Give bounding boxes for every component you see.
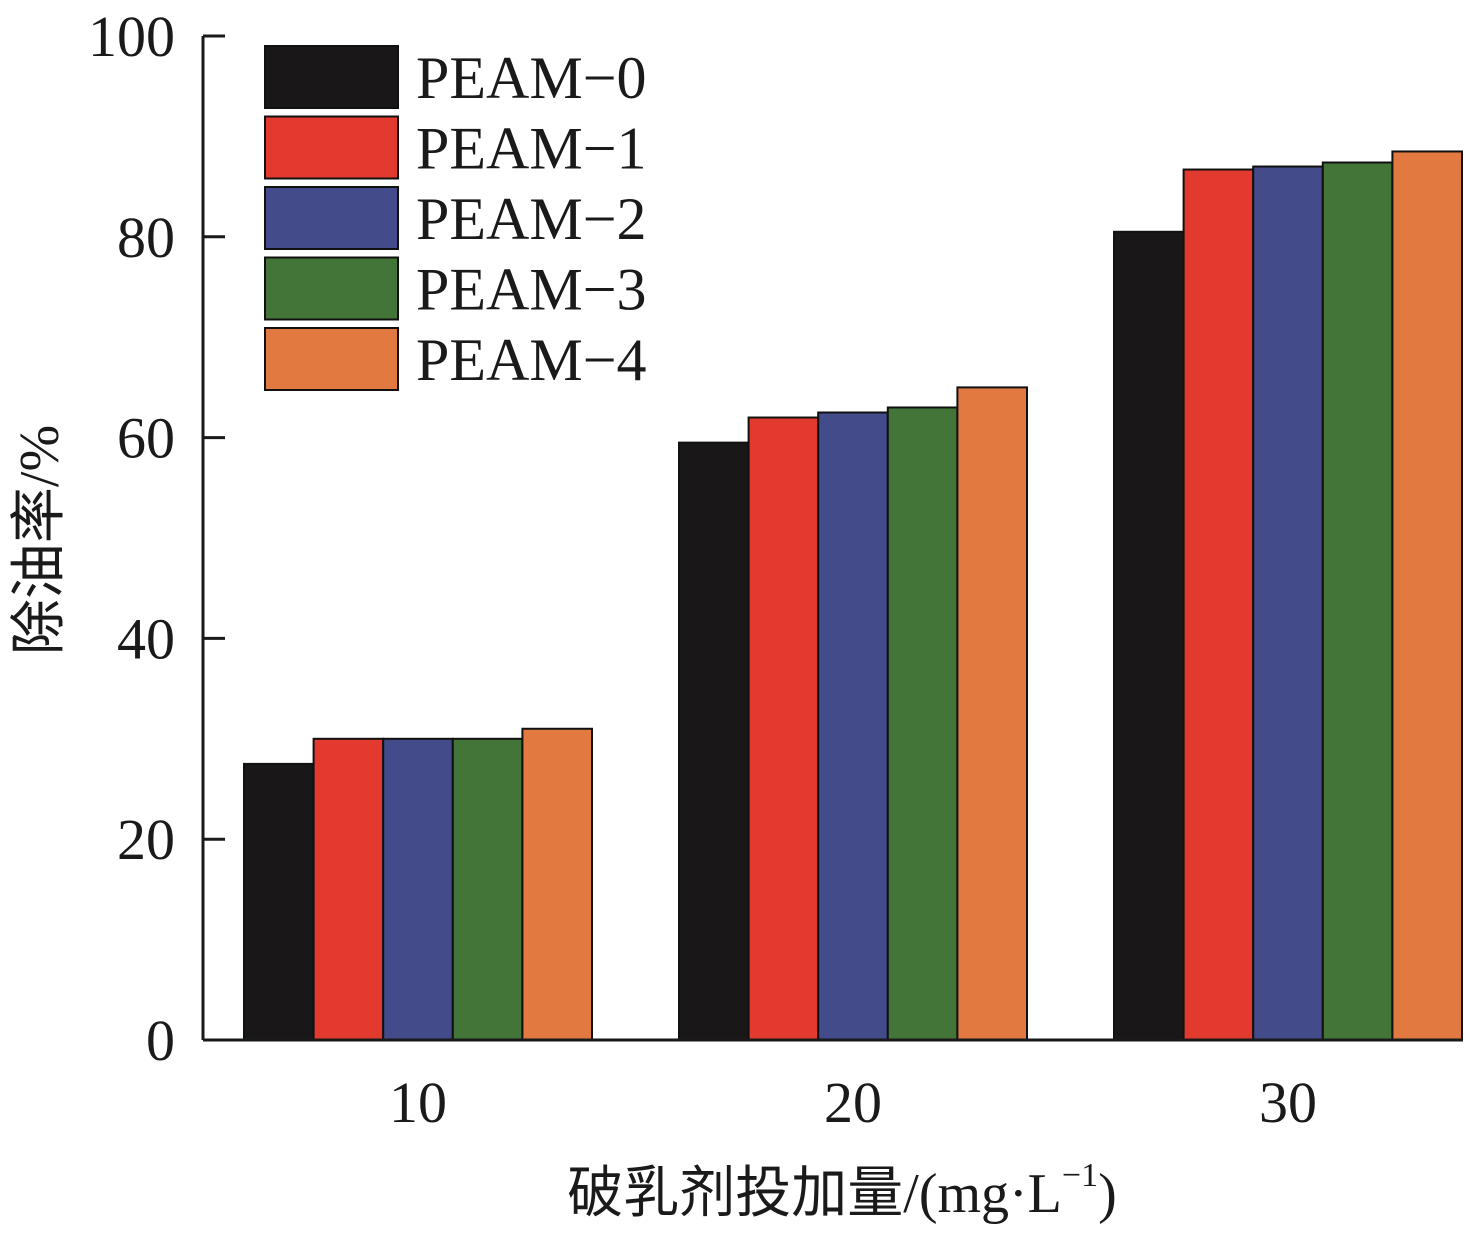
bar-peam-4-10 bbox=[521, 727, 594, 1041]
y-tick-label: 40 bbox=[117, 606, 175, 671]
bar-peam-2-20 bbox=[817, 411, 889, 1041]
legend-swatch bbox=[264, 186, 399, 250]
y-axis-label: 除油率/% bbox=[9, 425, 71, 655]
x-axis-label: 破乳剂投加量/(mg·L−1) bbox=[567, 1157, 1116, 1225]
bar-peam-2-30 bbox=[1252, 165, 1324, 1041]
legend-label: PEAM−0 bbox=[416, 45, 647, 111]
x-tick-label: 20 bbox=[824, 1070, 882, 1135]
bar-peam-1-10 bbox=[312, 737, 385, 1041]
legend-label: PEAM−1 bbox=[416, 116, 647, 182]
y-tick-label: 60 bbox=[117, 406, 175, 471]
x-tick-label: 30 bbox=[1259, 1070, 1317, 1135]
bar-peam-4-30 bbox=[1391, 150, 1464, 1041]
bar-peam-2-10 bbox=[382, 737, 454, 1041]
bar-peam-3-30 bbox=[1321, 161, 1394, 1041]
x-axis-label-main: 破乳剂投加量/(mg·L bbox=[567, 1163, 1062, 1225]
legend-label: PEAM−2 bbox=[416, 186, 647, 252]
bars-layer bbox=[243, 150, 1464, 1042]
bar-peam-0-20 bbox=[678, 441, 750, 1041]
legend-swatch bbox=[264, 256, 399, 321]
legend-swatch bbox=[264, 45, 399, 109]
bar-peam-0-30 bbox=[1113, 230, 1185, 1041]
legend-label: PEAM−4 bbox=[416, 327, 647, 393]
bar-peam-3-10 bbox=[451, 737, 524, 1041]
bar-peam-0-10 bbox=[243, 762, 315, 1042]
y-tick-label: 80 bbox=[117, 205, 175, 270]
x-ticks: 10 20 30 bbox=[389, 1070, 1317, 1135]
x-tick-label: 10 bbox=[389, 1070, 447, 1135]
y-ticks: 0 20 40 60 80 100 bbox=[88, 4, 225, 1073]
legend-label: PEAM−3 bbox=[416, 257, 647, 323]
bar-peam-1-30 bbox=[1182, 168, 1255, 1042]
y-tick-label: 100 bbox=[88, 4, 175, 69]
x-axis-label-superscript: −1 bbox=[1062, 1157, 1098, 1194]
bar-peam-4-20 bbox=[956, 386, 1029, 1041]
bar-peam-1-20 bbox=[747, 416, 820, 1041]
x-axis-label-suffix: ) bbox=[1098, 1163, 1117, 1225]
y-tick-label: 20 bbox=[117, 807, 175, 872]
y-tick-label: 0 bbox=[146, 1008, 175, 1073]
legend-swatch bbox=[264, 115, 399, 180]
legend-swatch bbox=[264, 327, 399, 391]
axes-layer bbox=[201, 36, 1463, 1042]
bar-peam-3-20 bbox=[886, 406, 959, 1042]
